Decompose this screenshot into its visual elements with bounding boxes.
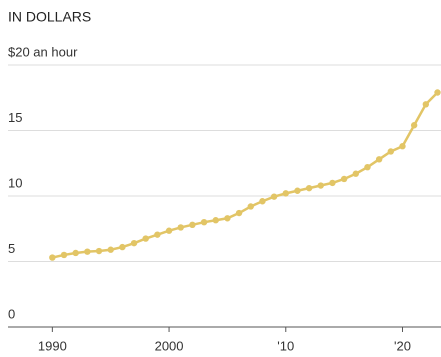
chart-title: IN DOLLARS	[8, 9, 91, 25]
point	[410, 122, 418, 129]
point	[235, 209, 243, 217]
point	[60, 251, 68, 259]
point	[317, 182, 324, 189]
point	[259, 198, 266, 205]
y-tick-label: $20 an hour	[8, 44, 78, 59]
point	[270, 193, 278, 200]
point	[177, 224, 184, 231]
x-tick-label: '10	[277, 338, 294, 353]
point	[282, 190, 289, 197]
point	[375, 156, 383, 163]
point	[399, 143, 406, 150]
point	[165, 227, 173, 234]
point	[340, 175, 348, 183]
point	[130, 239, 138, 247]
y-tick-label: 15	[8, 110, 22, 125]
point	[119, 243, 126, 251]
point	[107, 246, 114, 253]
point	[364, 163, 371, 171]
x-tick-label: 2000	[155, 338, 184, 353]
point	[72, 249, 79, 257]
point	[142, 235, 149, 242]
x-tick-label: '20	[394, 338, 411, 353]
point	[434, 89, 441, 96]
point	[294, 187, 301, 194]
line	[52, 91, 439, 259]
point	[84, 248, 91, 255]
y-tick-label: 0	[8, 306, 15, 321]
x-tick-label: 1990	[38, 338, 67, 353]
point	[189, 221, 196, 229]
point	[154, 231, 161, 238]
point	[247, 203, 254, 210]
point	[305, 184, 313, 192]
point	[352, 170, 360, 177]
point	[329, 179, 336, 187]
point	[224, 215, 231, 222]
point	[95, 247, 103, 255]
y-tick-label: 5	[8, 241, 15, 256]
point	[49, 254, 56, 261]
point	[200, 219, 208, 226]
point	[387, 148, 395, 155]
y-tick-label: 10	[8, 175, 22, 190]
point	[422, 101, 430, 108]
point	[212, 217, 219, 224]
